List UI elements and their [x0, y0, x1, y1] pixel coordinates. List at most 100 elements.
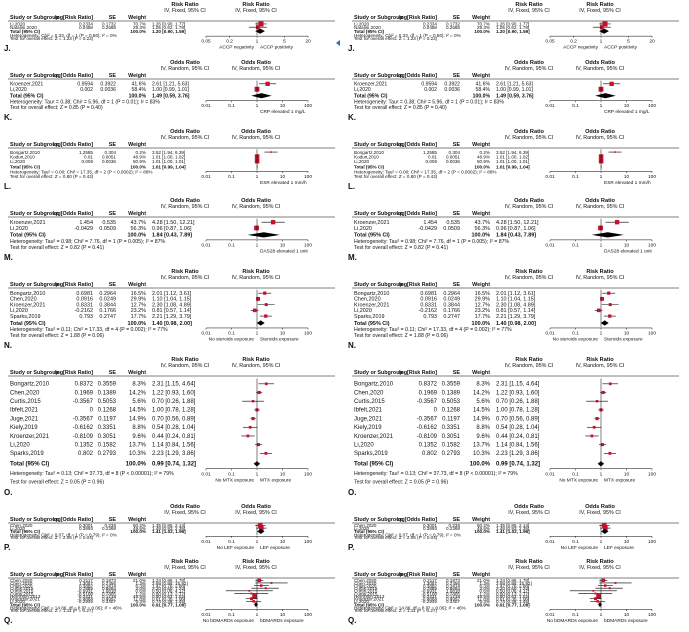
study-weight: 13.7% — [473, 442, 491, 448]
study-name: Kroenzer,2021 — [10, 434, 50, 440]
study-weight: 41.6% — [132, 82, 147, 88]
total-ci: 1.01 [0.99, 1.04] — [496, 164, 530, 169]
heterogeneity-text: Heterogeneity: Tau² = 0.98; Chi² = 7.76,… — [354, 239, 509, 245]
study-name: Kroenzer,2021 — [354, 434, 394, 440]
study-ci: 0.60 [0.13, 2.77] — [496, 591, 529, 596]
column-header-estimate: log[Odds Ratio] — [53, 142, 94, 148]
overall-effect-text: Test for overall effect: Z = 1.23 (P = 0… — [10, 36, 94, 41]
study-weight: 11.8% — [133, 597, 146, 602]
study-square-marker — [256, 296, 260, 301]
study-ci: 0.60 [0.13, 2.77] — [152, 591, 185, 596]
overall-effect-text: Test for overall effect: Z = 0.05 (P = 0… — [10, 480, 104, 486]
column-header-study: Study or Subgroup — [354, 282, 404, 288]
study-square-marker — [603, 525, 608, 531]
panel-letter: N. — [4, 341, 12, 350]
x-axis-tick-label: 100 — [648, 103, 656, 109]
heterogeneity-text: Heterogeneity: Chi² = 14.86, df = 8 (P =… — [10, 606, 122, 611]
study-ci: 3.69 [0.86, 15.91] — [152, 581, 188, 586]
study-square-marker — [248, 425, 252, 429]
study-se: 0.3351 — [442, 425, 461, 431]
favours-right-label: Steroids exposure — [604, 336, 643, 342]
measure-header-bottom: IV, Random, 95% CI — [505, 363, 554, 369]
study-weight: 56.3% — [474, 226, 490, 232]
study-se: 0.535 — [102, 220, 116, 226]
total-label: Total (95% CI) — [10, 529, 41, 534]
study-se: 0.535 — [446, 220, 460, 226]
study-name: Kroenzer,2021 — [354, 302, 389, 308]
study-weight: 6.3% — [480, 599, 490, 604]
study-square-marker — [264, 451, 268, 455]
study-weight: 0.2% — [136, 150, 146, 155]
study-square-marker — [595, 417, 599, 421]
study-name: Curtis,2015 — [354, 589, 378, 594]
study-ci: 0.74 [0.38, 1.45] — [496, 599, 529, 604]
x-axis-tick-label: 0.01 — [201, 174, 211, 180]
study-square-marker — [259, 525, 264, 531]
column-header-weight: Weight — [128, 142, 146, 148]
study-weight: 10.3% — [129, 451, 147, 457]
study-se: 0.2688 — [446, 25, 460, 30]
study-log-estimate: 0.3882 — [423, 583, 437, 588]
study-log-estimate: 0.6981 — [420, 291, 437, 297]
x-axis-tick-label: 0.1 — [572, 174, 579, 180]
study-log-estimate: 0.793 — [79, 314, 93, 320]
study-se: 0.1197 — [442, 416, 461, 422]
x-axis-tick-label: 0.1 — [572, 103, 579, 109]
x-axis-tick-label: 0.1 — [228, 103, 235, 109]
heterogeneity-text: Heterogeneity: Chi² = 0.07, df = 1 (P = … — [354, 533, 461, 538]
column-header-weight: Weight — [472, 517, 490, 523]
study-ci: 1.35 [0.85, 2.14] — [496, 523, 529, 528]
study-name: Li,2020 — [10, 159, 26, 164]
column-header-estimate: log[Odds Ratio] — [397, 517, 438, 523]
heterogeneity-text: Heterogeneity: Chi² = 14.86, df = 8 (P =… — [354, 606, 466, 611]
x-axis-tick-label: 0.1 — [228, 174, 235, 180]
study-name: Kroenzer,2021 — [10, 220, 46, 226]
study-name: Chen,2020 — [354, 523, 377, 528]
column-header-se: SE — [109, 282, 117, 288]
plot-header-bottom: IV, Fixed, 95% CI — [235, 510, 276, 516]
study-name: Koduri,2010 — [10, 154, 35, 159]
study-se: 0.1873 — [102, 578, 116, 583]
heterogeneity-text: Heterogeneity: Tau² = 0.00; Chi² = 17.35… — [10, 170, 152, 175]
overall-effect-text: Test for overall effect: Z = 1.88 (P = 0… — [10, 333, 104, 339]
study-square-marker — [270, 220, 276, 225]
favours-right-label: ESR elevated 1 mm/h — [260, 180, 307, 186]
panel-letter: N. — [348, 341, 356, 350]
x-axis-tick-label: 0.1 — [228, 242, 235, 248]
study-name: Sparks,2019 — [10, 314, 41, 320]
study-se: 0.7805 — [446, 591, 460, 596]
favours-left-label: No bDMARDs exposure — [547, 618, 599, 624]
column-header-weight: Weight — [472, 370, 490, 376]
x-axis-tick-label: 100 — [648, 539, 656, 545]
study-se: 0.0036 — [102, 159, 116, 164]
study-square-marker — [258, 523, 263, 528]
total-diamond — [601, 528, 609, 534]
study-square-marker — [594, 592, 597, 595]
x-axis-tick-label: 100 — [304, 174, 312, 180]
study-ci: 0.81 [0.57, 1.14] — [152, 308, 192, 314]
heterogeneity-text: Heterogeneity: Chi² = 0.33, df = 1 (P = … — [354, 33, 461, 38]
study-weight: 8.8% — [476, 425, 490, 431]
study-square-marker — [252, 308, 257, 313]
study-weight: 50.9% — [133, 159, 146, 164]
study-se: 0.0249 — [99, 297, 116, 303]
measure-header-bottom: IV, Fixed, 95% CI — [508, 510, 549, 516]
study-se: 0.1268 — [98, 408, 117, 414]
study-se: 0.6664 — [446, 586, 460, 591]
column-header-estimate: log[Odds Ratio] — [53, 211, 94, 217]
total-label: Total (95% CI) — [10, 602, 41, 607]
x-axis-tick-label: 0.1 — [572, 471, 579, 477]
study-ci: 0.70 [0.56, 0.89] — [152, 416, 196, 422]
total-weight: 100.0% — [472, 321, 491, 327]
x-axis-tick-label: 100 — [304, 612, 312, 618]
study-weight: 16.5% — [131, 291, 147, 297]
study-name: Li,2020 — [354, 526, 370, 531]
study-weight: 17.7% — [131, 314, 147, 320]
study-name: Bongartz,2010 — [354, 291, 389, 297]
study-log-estimate: -0.2231 — [77, 594, 93, 599]
study-log-estimate: -0.0429 — [74, 226, 93, 232]
